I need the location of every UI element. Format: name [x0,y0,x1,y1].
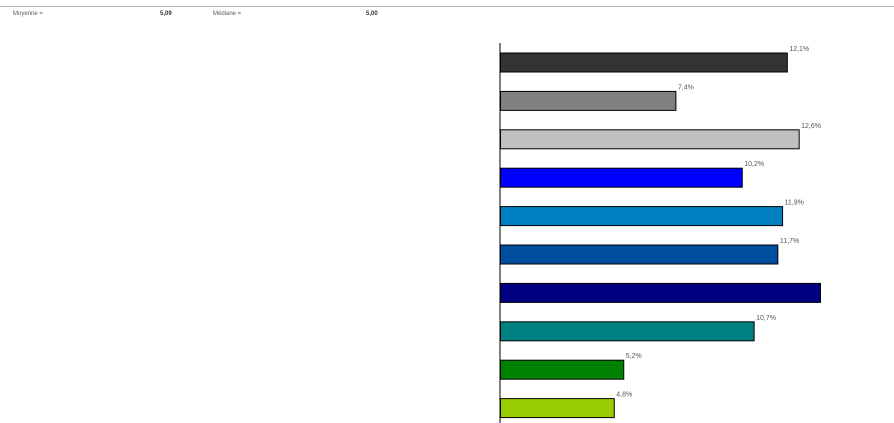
data-label-9: 5,2% [626,353,642,360]
data-label-4: 10,2% [744,161,764,168]
median-value: 5,00 [366,11,378,17]
bar-9 [500,359,625,380]
bar-3 [500,129,800,150]
data-label-1: 12,1% [789,46,809,53]
mean-value: 5,09 [160,11,172,17]
bar-1 [500,52,788,73]
mean-label: Moyenne = [13,11,43,17]
bar-10 [500,398,615,419]
bar-4 [500,167,743,188]
bar-2 [500,90,677,111]
data-label-3: 12,6% [801,123,821,130]
data-label-6: 11,7% [780,238,799,245]
median-label: Médiane = [213,11,242,17]
data-label-2: 7,4% [678,84,694,91]
data-label-10: 4,8% [616,392,632,399]
bar-6 [500,244,779,265]
bar-5 [500,206,784,227]
top-divider [0,6,894,7]
data-label-5: 11,9% [785,200,804,207]
bar-7 [500,282,821,303]
bar-8 [500,321,755,342]
data-label-8: 10,7% [756,315,776,322]
